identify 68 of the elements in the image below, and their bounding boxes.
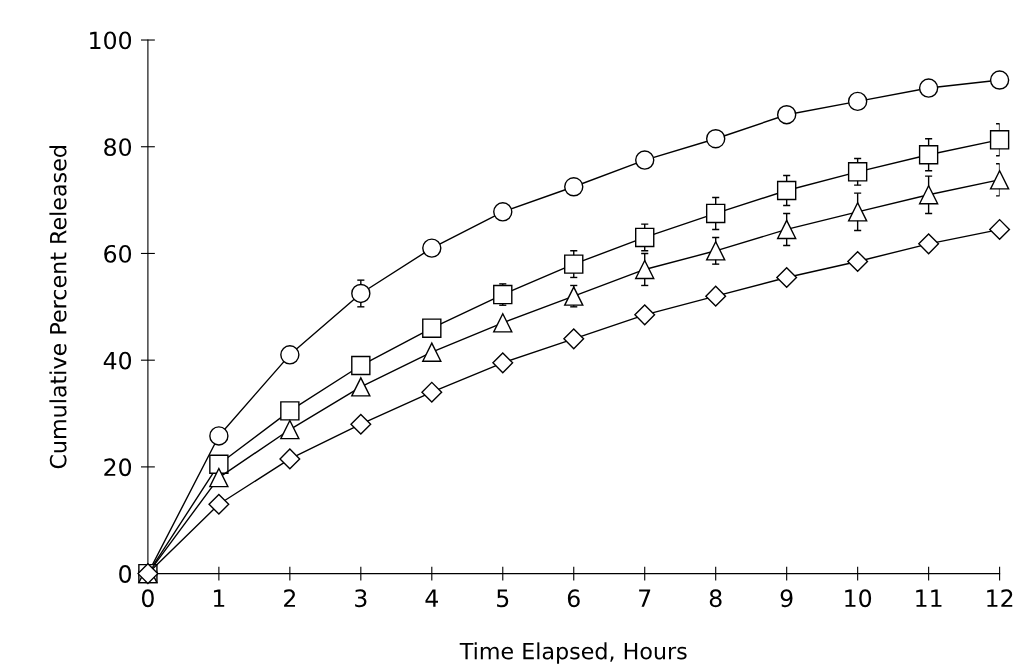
point <box>209 426 229 446</box>
point <box>776 266 798 288</box>
point <box>280 401 300 421</box>
y-tick-label: 20 <box>104 458 132 477</box>
x-tick-label: 5 <box>497 589 509 608</box>
point <box>209 454 229 474</box>
x-tick-label: 6 <box>567 589 580 608</box>
point <box>563 328 585 350</box>
x-axis-title: Time Elapsed, Hours <box>459 642 687 664</box>
point <box>776 105 797 125</box>
point <box>350 413 372 435</box>
point <box>493 284 513 305</box>
point <box>564 254 584 274</box>
point <box>989 218 1011 240</box>
point <box>422 318 442 338</box>
point <box>705 129 726 149</box>
point <box>847 162 868 182</box>
point <box>209 467 229 488</box>
point <box>918 233 940 255</box>
point <box>705 203 726 224</box>
point <box>492 352 514 374</box>
point <box>918 185 939 205</box>
x-tick-label: 4 <box>425 589 438 607</box>
point <box>776 219 797 240</box>
x-tick-label: 2 <box>284 589 295 607</box>
point <box>989 170 1010 190</box>
point <box>351 355 371 376</box>
y-tick-label: 80 <box>104 138 132 157</box>
point <box>989 70 1010 90</box>
point <box>635 227 655 248</box>
point <box>776 180 797 201</box>
y-tick-label: 60 <box>104 244 132 263</box>
point <box>351 283 371 304</box>
point <box>705 241 726 261</box>
y-axis-title: Cumulative Percent Released <box>49 146 67 469</box>
point <box>422 238 442 258</box>
x-tick-label: 7 <box>639 589 651 607</box>
point <box>635 150 655 170</box>
point <box>705 285 727 307</box>
point <box>564 286 584 306</box>
x-tick-label: 12 <box>987 589 1013 607</box>
point <box>847 91 868 112</box>
point <box>918 78 939 98</box>
point <box>564 177 584 197</box>
point <box>280 419 300 440</box>
x-tick-label: 1 <box>213 589 225 607</box>
y-tick-label: 100 <box>90 31 132 50</box>
x-tick-label: 8 <box>709 589 722 608</box>
point <box>847 250 869 272</box>
x-tick-label: 9 <box>780 589 793 608</box>
point <box>279 448 301 470</box>
point <box>635 259 655 280</box>
point <box>208 493 230 515</box>
x-tick-label: 11 <box>916 589 942 607</box>
y-tick-label: 0 <box>119 565 132 583</box>
x-tick-label: 0 <box>141 589 154 608</box>
point <box>847 202 868 222</box>
x-tick-label: 10 <box>845 589 872 608</box>
point <box>422 342 442 362</box>
point <box>634 304 656 326</box>
y-tick-label: 40 <box>103 351 132 370</box>
point <box>493 202 513 222</box>
point <box>989 130 1010 150</box>
point <box>280 345 300 365</box>
point <box>421 381 443 403</box>
point <box>918 145 939 165</box>
point <box>351 377 371 397</box>
x-tick-label: 3 <box>355 589 367 608</box>
